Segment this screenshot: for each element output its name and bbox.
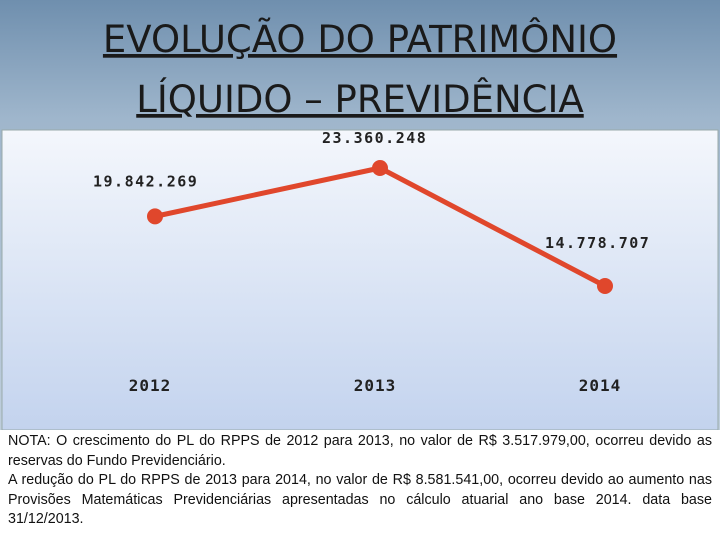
- value-label: 14.778.707: [545, 234, 650, 252]
- x-tick-label: 2014: [579, 376, 622, 395]
- value-label: 19.842.269: [93, 172, 198, 190]
- note: NOTA: O crescimento do PL do RPPS de 201…: [0, 430, 720, 544]
- chart-title: EVOLUÇÃO DO PATRIMÔNIO: [103, 17, 617, 61]
- marker: [147, 208, 163, 225]
- note-text: A redução do PL do RPPS de 2013 para 201…: [8, 472, 712, 527]
- marker: [372, 160, 388, 176]
- x-tick-label: 2012: [129, 376, 172, 395]
- value-label: 23.360.248: [322, 129, 427, 147]
- x-tick-label: 2013: [354, 376, 397, 395]
- note-text: NOTA: O crescimento do PL do RPPS de 201…: [8, 433, 712, 469]
- marker: [597, 278, 613, 294]
- chart-title: LÍQUIDO – PREVIDÊNCIA: [136, 77, 584, 121]
